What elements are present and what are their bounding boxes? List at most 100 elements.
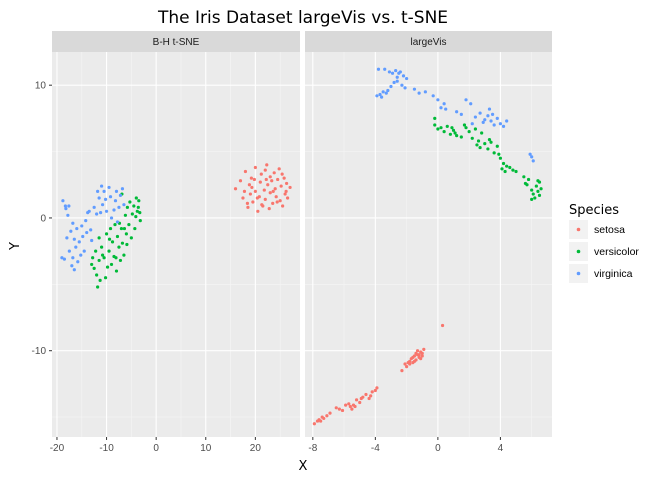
x-tick-label: -20 [50,443,65,454]
legend-label-virginica: virginica [594,268,633,280]
scatter-point [386,88,390,93]
scatter-point [405,365,409,369]
scatter-point [285,181,289,186]
legend-key-setosa [576,227,581,232]
scatter-point [65,236,69,240]
scatter-point [129,236,133,240]
scatter-point [390,71,395,75]
series-virginica [375,67,535,163]
scatter-point [278,199,282,203]
scatter-point [359,396,363,401]
scatter-point [251,200,255,204]
scatter-point [92,205,96,209]
scatter-point [498,122,503,126]
scatter-point [104,232,109,236]
scatter-point [79,253,83,257]
scatter-point [283,192,287,196]
scatter-point [127,222,131,227]
scatter-point [537,193,542,197]
scatter-point [387,70,392,74]
scatter-point [245,201,250,205]
scatter-point [395,75,399,79]
scatter-point [375,94,379,98]
scatter-point [451,128,456,132]
scatter-point [334,406,338,410]
scatter-point [124,232,128,236]
scatter-point [439,106,443,110]
legend: Species setosa versicolor virginica [569,203,639,283]
scatter-point [96,189,100,193]
scatter-point [348,404,352,409]
scatter-point [84,219,88,223]
scatter-point [475,143,479,147]
scatter-point [473,127,477,131]
scatter-point [284,189,288,193]
scatter-point [483,118,487,122]
scatter-point [80,224,84,228]
scatter-point [267,207,271,211]
scatter-point [419,357,423,361]
scatter-point [280,172,284,176]
scatter-point [394,68,398,73]
scatter-point [531,159,535,163]
scatter-point [501,161,506,166]
scatter-point [450,126,454,130]
scatter-point [125,205,129,209]
legend-key-versicolor [576,249,581,254]
scatter-point [498,156,503,160]
scatter-point [433,116,437,120]
scatter-point [470,122,474,126]
scatter-point [453,131,457,135]
scatter-point [417,91,421,95]
scatter-point [411,355,415,359]
scatter-point [328,411,332,415]
scatter-point [534,184,538,188]
y-tick-label: 10 [35,81,47,92]
scatter-point [82,249,86,253]
scatter-point [91,256,95,260]
scatter-point [526,177,531,182]
x-tick-label: 0 [435,443,441,454]
scatter-point [138,219,142,223]
scatter-point [500,167,504,171]
scatter-point [420,351,424,355]
scatter-point [63,204,67,208]
scatter-point [252,177,256,182]
scatter-point [325,414,329,418]
scatter-point [268,175,272,179]
scatter-point [476,139,481,143]
scatter-point [473,115,477,119]
scatter-point [462,123,467,127]
scatter-point [439,126,443,130]
scatter-point [122,253,126,257]
scatter-point [64,207,68,211]
scatter-point [444,107,448,111]
scatter-point [412,87,417,91]
scatter-point [256,209,260,213]
scatter-point [272,171,276,175]
scatter-point [448,132,452,136]
scatter-point [378,92,382,97]
scatter-point [281,204,285,208]
legend-label-versicolor: versicolor [594,246,639,258]
scatter-point [286,196,290,200]
scatter-point [100,245,104,249]
scatter-point [478,111,482,115]
scatter-point [72,268,76,272]
scatter-point [138,211,142,215]
scatter-point [270,179,274,183]
scatter-point [395,79,399,83]
scatter-point [123,213,128,217]
scatter-point [495,116,499,120]
scatter-point [373,388,377,393]
scatter-point [431,94,435,98]
facet-strip [305,31,552,52]
scatter-point [128,200,132,204]
panels-layer: B-H t-SNE -20 -10 0 10 20 -10 0 10 largeVis -8 -4 0 4 [32,31,552,454]
scatter-point [400,369,404,373]
scatter-point [525,183,529,187]
scatter-point [464,126,468,130]
scatter-point [113,222,117,227]
x-tick-label: -8 [308,443,317,454]
